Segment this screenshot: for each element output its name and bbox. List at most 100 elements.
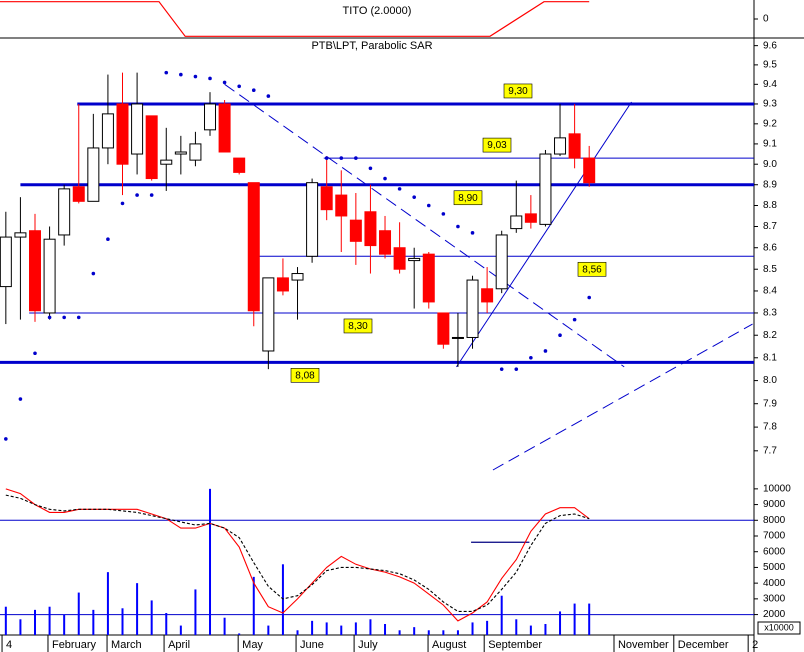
y-tick-label: 4000 <box>763 578 786 589</box>
candle-body <box>335 194 348 217</box>
x-tick-label: May <box>242 639 263 651</box>
sar-dot <box>179 72 183 77</box>
volume-bar <box>559 611 562 635</box>
volume-bar <box>588 603 591 635</box>
y-tick-label: 7000 <box>763 531 786 542</box>
y-tick-label: 9.1 <box>763 139 777 150</box>
sar-dot <box>543 349 548 353</box>
oscillator-line <box>5 488 590 622</box>
x-tick-label: March <box>111 639 142 651</box>
level-label: 8,56 <box>582 264 602 275</box>
volume-bar <box>384 624 387 635</box>
volume-bar <box>500 595 503 635</box>
unit-label: x10000 <box>764 622 794 632</box>
sar-dot <box>368 166 373 171</box>
y-tick-label: 8.6 <box>763 242 777 253</box>
sar-dot <box>91 271 96 276</box>
y-tick-label: 8000 <box>763 515 786 526</box>
sar-dot <box>383 176 387 181</box>
y-tick-label: 8.4 <box>763 286 777 297</box>
candle-body <box>29 230 42 312</box>
candle-body <box>204 103 217 131</box>
sar-dot <box>354 156 358 160</box>
level-label-box <box>343 318 373 334</box>
y-tick-label: 9.0 <box>763 159 777 170</box>
volume-bar <box>515 619 518 635</box>
volume-bar <box>63 614 66 635</box>
y-tick-label: 9000 <box>763 499 786 510</box>
volume-bar <box>150 600 153 635</box>
y-tick-label: 8.9 <box>763 179 777 190</box>
candle-body <box>583 157 596 184</box>
candle-body <box>218 103 231 153</box>
candle-body <box>101 113 114 149</box>
volume-bar <box>296 630 299 635</box>
candle-body <box>379 230 392 255</box>
sar-dot <box>47 315 52 320</box>
level-label: 8,90 <box>458 193 478 204</box>
volume-bar <box>471 622 474 635</box>
candle-body <box>408 257 421 262</box>
candle-body <box>131 103 144 155</box>
x-tick-label: September <box>488 639 542 651</box>
volume-bar <box>106 572 109 635</box>
trend-line <box>456 101 632 368</box>
volume-bar <box>486 620 489 635</box>
x-tick-label: July <box>358 639 378 651</box>
y-tick-label: 8.0 <box>763 375 777 386</box>
sar-dot <box>529 355 533 360</box>
sar-dot <box>4 437 8 441</box>
x-tick-label: April <box>168 639 190 651</box>
volume-bar <box>354 622 357 635</box>
volume-bar <box>19 619 22 635</box>
x-tick-label: August <box>432 639 466 651</box>
x-tick-label: 2 <box>752 639 758 651</box>
level-label-box <box>503 83 533 99</box>
sar-dot <box>266 94 271 98</box>
candle-body <box>349 219 362 242</box>
candle-body <box>451 336 464 339</box>
y-tick-label: 2000 <box>763 609 786 620</box>
y-tick-label: 8.8 <box>763 200 777 211</box>
y-tick-label: 8.1 <box>763 352 777 363</box>
volume-bar <box>456 630 459 635</box>
candle-body <box>422 253 435 303</box>
volume-bar <box>194 589 197 635</box>
unit-box <box>757 621 801 635</box>
x-tick-label: 4 <box>6 639 12 651</box>
candle-body <box>554 137 567 155</box>
volume-bar <box>121 608 124 635</box>
y-tick-label: 8.7 <box>763 221 777 232</box>
level-label: 8,08 <box>295 370 315 381</box>
volume-bar <box>4 606 7 635</box>
x-tick-label: December <box>678 639 729 651</box>
candle-body <box>393 247 406 270</box>
volume-bar <box>92 609 95 635</box>
volume-bar <box>427 630 430 635</box>
volume-bar <box>544 624 547 635</box>
sar-dot <box>237 84 241 89</box>
candle-body <box>43 238 56 314</box>
y-tick-label: 9.6 <box>763 40 777 51</box>
y-tick-label: 7.8 <box>763 422 777 433</box>
sar-dot <box>572 317 577 322</box>
volume-bar <box>34 609 37 635</box>
volume-bar <box>398 630 401 635</box>
candle-body <box>160 159 173 165</box>
candle-body <box>276 277 289 292</box>
candle-body <box>320 186 333 211</box>
y-tick-label: 10000 <box>763 483 791 494</box>
volume-bar <box>238 633 241 635</box>
sar-dot <box>251 88 256 92</box>
volume-bar <box>311 620 314 635</box>
sar-dot <box>76 315 81 320</box>
candle-body <box>58 188 71 236</box>
level-label-box <box>453 190 483 206</box>
volume-bar <box>325 622 328 635</box>
level-label-box <box>290 368 320 383</box>
sar-dot <box>149 193 154 197</box>
sar-dot <box>470 231 475 235</box>
level-label: 9,30 <box>508 86 528 97</box>
trend-line <box>224 83 625 368</box>
